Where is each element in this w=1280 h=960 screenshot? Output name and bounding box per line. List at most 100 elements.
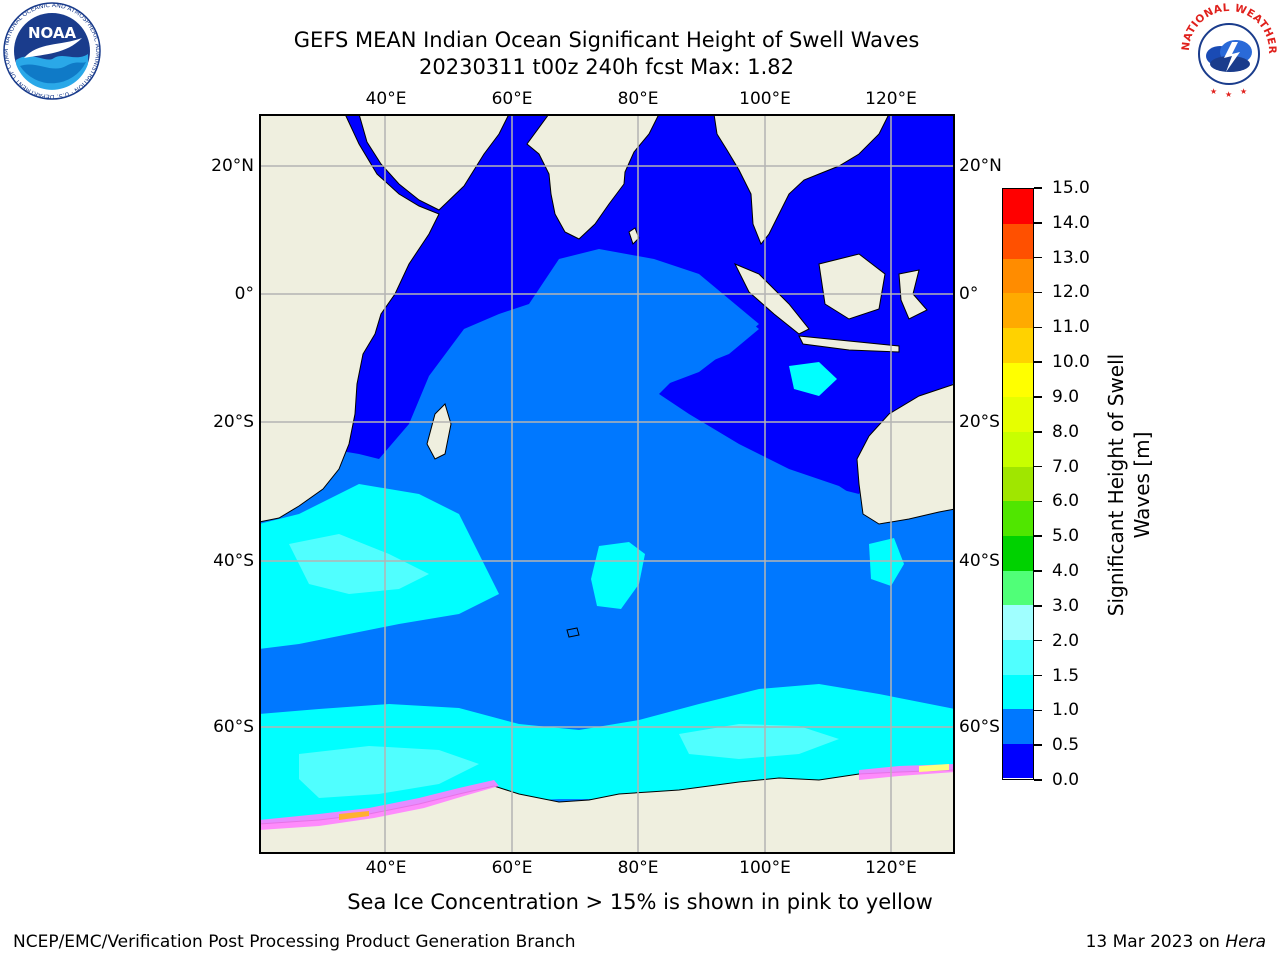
sea-ice-strip (259, 780, 499, 830)
colorbar-tick-label: 7.0 (1052, 456, 1080, 477)
lat-label-right-40s: 40°S (959, 551, 1000, 571)
colorbar-tick-label: 1.5 (1052, 665, 1080, 686)
colorbar-tick-label: 0.5 (1052, 735, 1080, 756)
swell-15to20-south-east (679, 724, 839, 759)
colorbar-tick-label: 3.0 (1052, 595, 1080, 616)
lon-label-bottom-60e: 60°E (491, 858, 533, 878)
colorbar-segment (1003, 258, 1033, 294)
colorbar-segment (1003, 708, 1033, 744)
sea-ice-yellow-east (919, 764, 949, 772)
colorbar-segment (1003, 189, 1033, 225)
land-arabia (358, 113, 510, 211)
lat-label-right-20s: 20°S (959, 412, 1000, 432)
svg-text:★: ★ (1210, 87, 1217, 96)
lat-label-left-0: 0° (234, 284, 254, 304)
map-border (259, 114, 955, 854)
colorbar-tick-mark (1034, 291, 1042, 294)
swell-10to15-nw-patch (789, 362, 837, 396)
colorbar-tick-mark (1034, 535, 1042, 537)
colorbar-tick-label: 10.0 (1052, 352, 1090, 373)
map-title: GEFS MEAN Indian Ocean Significant Heigh… (293, 28, 920, 52)
lon-label-top-120e: 120°E (865, 89, 917, 109)
lon-label-top-80e: 80°E (617, 89, 659, 109)
colorbar-segment (1003, 431, 1033, 467)
colorbar-tick-mark (1034, 187, 1042, 189)
colorbar-segment (1003, 604, 1033, 640)
colorbar-tick-label: 8.0 (1052, 421, 1080, 442)
swell-height-map (258, 113, 956, 855)
colorbar-segment (1003, 362, 1033, 398)
footer-host: Hera (1225, 932, 1266, 952)
colorbar-tick-mark (1034, 465, 1042, 468)
colorbar-tick-mark (1034, 256, 1042, 259)
colorbar-tick-label: 15.0 (1052, 178, 1090, 198)
colorbar-tick-mark (1034, 431, 1042, 433)
colorbar-tick-label: 4.0 (1052, 561, 1080, 582)
sea-ice-caption-text: Sea Ice Concentration > 15% is shown in … (347, 890, 933, 914)
colorbar-segment (1003, 639, 1033, 675)
sea-ice-yellow (339, 811, 369, 820)
colorbar-segment (1003, 466, 1033, 502)
map-subtitle: 20230311 t00z 240h fcst Max: 1.82 (419, 55, 794, 79)
footer-date: 13 Mar 2023 on Hera (1086, 932, 1266, 952)
swell-15to20-south (299, 746, 479, 798)
colorbar-label: Significant Height of Swell Waves [m] (1103, 320, 1155, 650)
colorbar-segment (1003, 535, 1033, 571)
svg-text:★: ★ (1225, 90, 1232, 99)
swell-15to20-west (289, 534, 429, 594)
sea-ice-caption: Sea Ice Concentration > 15% is shown in … (0, 890, 1280, 914)
colorbar-tick-label: 2.0 (1052, 630, 1080, 651)
footer-date-text: 13 Mar 2023 on (1085, 932, 1226, 952)
land-indochina (713, 113, 890, 245)
land-india (526, 113, 660, 240)
land-borneo (818, 253, 886, 320)
colorbar-tick-label: 13.0 (1052, 247, 1090, 268)
colorbar-tick-label: 11.0 (1052, 317, 1090, 338)
footer-credit: NCEP/EMC/Verification Post Processing Pr… (13, 932, 576, 952)
colorbar-tick-label: 1.0 (1052, 700, 1080, 721)
colorbar-tick-label: 6.0 (1052, 491, 1080, 512)
colorbar-tick-mark (1034, 779, 1042, 781)
lon-label-bottom-40e: 40°E (365, 858, 407, 878)
colorbar-tick-mark (1034, 605, 1042, 607)
land-sri-lanka (628, 227, 640, 245)
swell-05to10-band (409, 264, 859, 514)
land-java (798, 335, 900, 353)
lon-label-top-60e: 60°E (491, 89, 533, 109)
lon-label-top-100e: 100°E (739, 89, 791, 109)
colorbar-tick-mark (1034, 674, 1042, 677)
swell-10to15-east (869, 538, 904, 586)
noaa-logo: NATIONAL OCEANIC AND ATMOSPHERIC ADMINIS… (0, 0, 102, 100)
swell-10to15-mid (591, 542, 645, 609)
lat-label-right-0: 0° (959, 284, 979, 304)
land-madagascar (426, 403, 452, 460)
colorbar-segment (1003, 292, 1033, 329)
lon-label-bottom-80e: 80°E (617, 858, 659, 878)
colorbar-tick-label: 5.0 (1052, 526, 1080, 547)
land-kerguelen (566, 627, 580, 638)
colorbar (1002, 188, 1034, 780)
land-africa (258, 113, 440, 523)
nws-logo: NATIONAL WEATHER SERVICE ★ ★ ★ (1176, 0, 1278, 100)
colorbar-label-line2: Waves [m] (1130, 431, 1154, 539)
colorbar-segment (1003, 500, 1033, 536)
colorbar-tick-label: 0.0 (1052, 770, 1080, 790)
lon-label-top-40e: 40°E (365, 89, 407, 109)
lat-label-left-60s: 60°S (213, 717, 254, 737)
colorbar-tick-mark (1034, 744, 1042, 746)
colorbar-tick-mark (1034, 222, 1042, 224)
colorbar-tick-mark (1034, 570, 1042, 572)
lat-label-right-60s: 60°S (959, 717, 1000, 737)
lat-label-left-20n: 20°N (211, 156, 254, 176)
colorbar-segment (1003, 743, 1033, 779)
colorbar-segment (1003, 570, 1033, 606)
colorbar-tick-mark (1034, 639, 1042, 642)
colorbar-tick-mark (1034, 709, 1042, 712)
colorbar-segment (1003, 674, 1033, 710)
colorbar-tick-mark (1034, 326, 1042, 329)
noaa-logo-text: NOAA (28, 24, 77, 42)
colorbar-segment (1003, 223, 1033, 259)
colorbar-tick-label: 9.0 (1052, 386, 1080, 407)
lat-label-right-20n: 20°N (959, 156, 1002, 176)
colorbar-label-line1: Significant Height of Swell (1104, 353, 1128, 617)
